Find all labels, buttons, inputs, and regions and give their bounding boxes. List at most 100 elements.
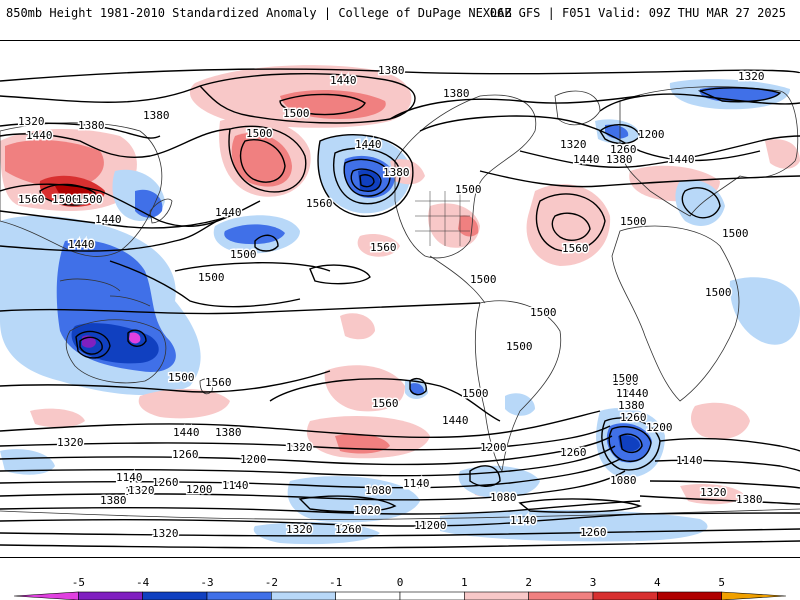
anomaly-positive-shade <box>5 139 104 188</box>
anomaly-positive-shade <box>30 408 85 428</box>
contour-label: 1320 <box>128 484 155 497</box>
contour-line <box>0 528 800 537</box>
contour-label: 1200 <box>240 453 267 466</box>
contour-label: 1380 <box>606 153 633 166</box>
contour-line <box>0 445 616 477</box>
contour-line <box>551 212 591 241</box>
contour-line <box>0 435 613 466</box>
contour-label: 1500 <box>230 248 257 261</box>
contour-label: 1140 <box>404 478 431 491</box>
contour-label: 1380 <box>378 64 405 77</box>
contour-label: 1140 <box>510 514 537 527</box>
contour-label: 1560 <box>370 241 397 254</box>
anomaly-positive-shade <box>138 389 230 419</box>
colorbar-segment-minus-4-to-minus-3 <box>142 591 208 600</box>
anomaly-colorbar: -5 -4 -3 -2 -1 0 1 2 3 4 5 <box>13 576 787 600</box>
contour-label: 1320 <box>18 115 45 128</box>
japan-outline <box>149 198 173 224</box>
contour-label: 1440 <box>330 74 357 87</box>
contour-label: 1200 <box>638 128 665 141</box>
colorbar-tick-label: 5 <box>718 576 725 589</box>
contour-line <box>599 124 641 145</box>
contour-line <box>174 262 331 272</box>
contour-label: 1320 <box>57 436 84 449</box>
contour-label: 1080 <box>490 491 517 504</box>
contour-line <box>79 336 103 355</box>
contour-line <box>639 495 800 505</box>
contour-line <box>0 500 641 515</box>
contour-line <box>0 122 161 139</box>
contour-line <box>239 139 286 183</box>
contour-label: 1440 <box>68 238 95 251</box>
contour-line <box>127 329 147 347</box>
contour-line <box>343 158 391 197</box>
contour-label: 1440 <box>622 387 649 400</box>
contour-line <box>254 234 279 252</box>
contour-line <box>109 260 301 308</box>
contour-label: 1380 <box>383 166 410 179</box>
contour-label: 1260 <box>560 446 587 459</box>
contour-label: 1140 <box>403 477 430 490</box>
contour-line <box>0 68 800 82</box>
contour-label: 1320 <box>152 527 179 540</box>
map-title: 850mb Height 1981-2010 Standardized Anom… <box>6 6 512 20</box>
colorbar-tick-label: 2 <box>525 576 532 589</box>
contour-label: 1380 <box>736 493 763 506</box>
contour-label: 1200 <box>240 453 267 466</box>
anomaly-negative-shade <box>0 449 55 475</box>
contour-label: 1320 <box>738 70 765 83</box>
colorbar-segment-minus-1-to-0 <box>335 591 401 600</box>
contour-line <box>599 93 800 112</box>
map-panel: 1380 1440 1320 1320 1380 1440 1380 1500 … <box>0 40 800 558</box>
contour-label: 1320 <box>700 486 727 499</box>
contour-line <box>317 134 414 217</box>
anomaly-negative-shade <box>729 277 800 345</box>
contour-line <box>469 465 501 487</box>
contour-line <box>0 540 800 549</box>
contour-label: 1200 <box>186 483 213 496</box>
contour-line <box>479 170 800 188</box>
contour-label: 1320 <box>286 441 313 454</box>
contour-line <box>619 433 643 454</box>
contour-label: 1440 <box>173 426 200 439</box>
contour-line <box>298 495 397 513</box>
contour-label: 1560 <box>372 397 399 410</box>
contour-line <box>39 183 96 206</box>
colorbar-tick-label: 3 <box>590 576 597 589</box>
anomaly-negative-shade <box>505 393 535 416</box>
colorbar-tick-label: -3 <box>200 576 213 589</box>
maritime-continent-outline <box>59 278 151 307</box>
contour-label: 1560 <box>306 197 333 210</box>
antarctica-outline <box>0 508 800 520</box>
anomaly-positive-shade <box>357 234 400 257</box>
contour-label: 1140 <box>676 454 703 467</box>
contour-line <box>389 95 641 120</box>
contour-label: 1560 <box>18 193 45 206</box>
contour-label: 1380 <box>78 119 105 132</box>
contour-line <box>279 93 366 116</box>
anomaly-negative-shade <box>618 435 640 452</box>
colorbar-segment-2-to-3 <box>528 591 594 600</box>
colorbar-tick-label: -5 <box>72 576 85 589</box>
contour-line <box>0 215 231 252</box>
contour-line <box>419 115 761 162</box>
contour-label: 1200 <box>646 421 673 434</box>
anomaly-positive-shade <box>690 402 750 440</box>
anomaly-map: 1380 1440 1320 1320 1380 1440 1380 1500 … <box>0 63 800 549</box>
anomaly-negative-shade <box>410 383 425 396</box>
colorbar-tick-label: 1 <box>461 576 468 589</box>
contour-label: 1440 <box>442 414 469 427</box>
contour-label: 1140 <box>222 479 249 492</box>
contour-line <box>0 128 231 158</box>
contour-line <box>75 330 111 359</box>
contour-line <box>608 425 652 462</box>
contour-label: 1200 <box>414 519 441 532</box>
contour-line <box>0 458 621 489</box>
contour-label: 1500 <box>470 273 497 286</box>
contour-label: 1200 <box>420 519 447 532</box>
contour-label: 1260 <box>152 476 179 489</box>
contour-line <box>518 498 643 513</box>
contour-label: 1320 <box>618 399 645 412</box>
contour-line <box>0 302 481 315</box>
